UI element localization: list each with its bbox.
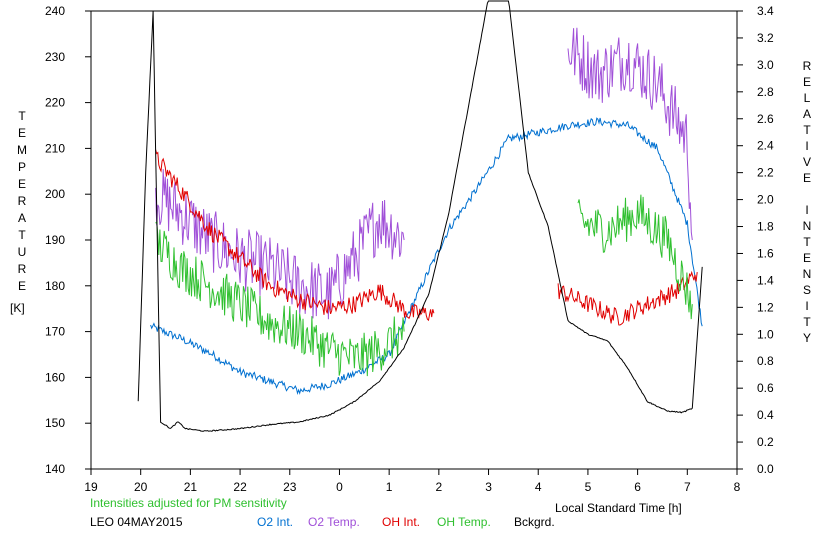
- y-right-tick-label: 1.0: [757, 327, 774, 341]
- right-axis-title-letter: E: [803, 171, 811, 185]
- left-axis-title-letter: E: [18, 126, 26, 140]
- y-left-tick-label: 140: [45, 462, 65, 476]
- y-left-tick-label: 230: [45, 50, 65, 64]
- right-axis-title-letter: I: [805, 203, 808, 217]
- y-right-tick-label: 2.6: [757, 112, 774, 126]
- y-left-tick-label: 190: [45, 233, 65, 247]
- y-right-tick-label: 0.4: [757, 408, 774, 422]
- legend-item-oh-int-: OH Int.: [382, 515, 420, 529]
- y-right-tick-label: 1.4: [757, 273, 774, 287]
- right-axis-title-letter: T: [803, 315, 811, 329]
- left-axis-title-letter: E: [18, 177, 26, 191]
- y-left-tick-label: 210: [45, 141, 65, 155]
- right-axis-title-letter: I: [805, 299, 808, 313]
- right-axis-title-letter: N: [803, 267, 812, 281]
- left-axis-title-letter: R: [18, 262, 27, 276]
- y-left-tick-label: 240: [45, 4, 65, 18]
- y-right-tick-label: 2.0: [757, 193, 774, 207]
- left-axis-title-letter: M: [17, 143, 27, 157]
- x-tick-label: 20: [134, 480, 148, 494]
- left-axis-title-letter: E: [18, 279, 26, 293]
- right-axis-title-letter: S: [803, 283, 811, 297]
- right-axis-title-letter: T: [803, 123, 811, 137]
- y-right-tick-label: 0.2: [757, 435, 774, 449]
- labels-group: Local Standard Time [h] Intensities adju…: [10, 59, 812, 529]
- x-tick-label: 21: [184, 480, 198, 494]
- right-axis-title-letter: V: [803, 155, 811, 169]
- x-tick-label: 22: [233, 480, 247, 494]
- y-left-tick-label: 180: [45, 279, 65, 293]
- y-left-tick-label: 150: [45, 416, 65, 430]
- series-line-bckgrd-: [137, 0, 703, 432]
- station-date: LEO 04MAY2015: [90, 515, 183, 529]
- series-line-oh-temp-: [155, 220, 405, 377]
- x-tick-label: 2: [436, 480, 443, 494]
- y-right-tick-label: 0.6: [757, 381, 774, 395]
- y-right-tick-label: 3.0: [757, 58, 774, 72]
- y-right-tick-label: 1.6: [757, 246, 774, 260]
- x-tick-label: 19: [84, 480, 98, 494]
- series-line-oh-int-: [155, 149, 435, 322]
- series-line-oh-int-: [557, 270, 698, 326]
- left-axis-title-letter: T: [18, 109, 26, 123]
- right-axis-title-letter: L: [804, 91, 811, 105]
- series-line-o2-int-: [150, 117, 703, 396]
- right-axis-title-letter: I: [805, 139, 808, 153]
- y-right-tick-label: 1.2: [757, 300, 774, 314]
- series-line-o2-temp-: [155, 169, 405, 320]
- legend: O2 Int. O2 Temp. OH Int. OH Temp. Bckgrd.: [257, 515, 555, 529]
- x-tick-label: 23: [283, 480, 297, 494]
- y-right-tick-label: 0.0: [757, 462, 774, 476]
- y-left-tick-label: 170: [45, 325, 65, 339]
- right-axis-title-letter: T: [803, 235, 811, 249]
- x-tick-label: 7: [684, 480, 691, 494]
- legend-item-oh-temp-: OH Temp.: [437, 515, 491, 529]
- x-tick-label: 8: [734, 480, 741, 494]
- x-tick-label: 4: [535, 480, 542, 494]
- left-axis-title-letter: P: [18, 160, 26, 174]
- x-tick-label: 3: [485, 480, 492, 494]
- y-right-tick-label: 2.4: [757, 139, 774, 153]
- y-right-tick-label: 1.8: [757, 220, 774, 234]
- x-tick-label: 0: [336, 480, 343, 494]
- left-axis-unit: [K]: [10, 301, 25, 315]
- right-axis-title-letter: N: [803, 219, 812, 233]
- y-right-tick-label: 2.8: [757, 85, 774, 99]
- axes: 19 20 21 22 23 0 1 2 3 4 5 6 7 8140150160170180190200…: [45, 4, 774, 494]
- x-tick-label: 5: [585, 480, 592, 494]
- adjustment-note: Intensities adjusted for PM sensitivity: [90, 496, 287, 510]
- x-tick-label: 1: [386, 480, 393, 494]
- series-line-o2-temp-: [567, 27, 693, 241]
- series-line-oh-temp-: [577, 194, 693, 320]
- left-axis-title-letter: R: [18, 194, 27, 208]
- right-axis-title-letter: Y: [803, 331, 811, 345]
- y-right-tick-label: 0.8: [757, 354, 774, 368]
- y-right-tick-label: 3.4: [757, 4, 774, 18]
- x-axis-label: Local Standard Time [h]: [555, 501, 682, 515]
- right-axis-title-letter: E: [803, 251, 811, 265]
- left-axis-title-letter: T: [18, 228, 26, 242]
- right-axis-title-letter: E: [803, 75, 811, 89]
- left-axis-title-letter: U: [18, 245, 27, 259]
- right-axis-title-letter: R: [803, 59, 812, 73]
- y-left-tick-label: 220: [45, 96, 65, 110]
- right-axis-title-letter: A: [803, 107, 811, 121]
- legend-item-o2-temp-: O2 Temp.: [308, 515, 360, 529]
- legend-item-o2-int-: O2 Int.: [257, 515, 293, 529]
- x-tick-label: 6: [634, 480, 641, 494]
- y-right-tick-label: 2.2: [757, 166, 774, 180]
- y-right-tick-label: 3.2: [757, 31, 774, 45]
- left-axis-title-letter: A: [18, 211, 26, 225]
- legend-item-bckgrd-: Bckgrd.: [514, 515, 555, 529]
- series-group: [137, 0, 703, 432]
- y-left-tick-label: 200: [45, 187, 65, 201]
- y-left-tick-label: 160: [45, 370, 65, 384]
